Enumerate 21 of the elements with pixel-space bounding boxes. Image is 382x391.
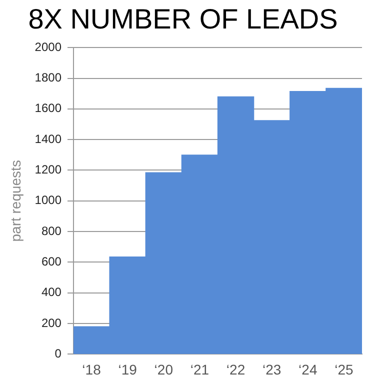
x-tick-label: ‘21 — [190, 361, 210, 378]
y-axis-title: part requests — [7, 160, 24, 242]
y-tick-label: 0 — [54, 346, 62, 361]
y-tick-label: 1000 — [34, 193, 62, 208]
y-tick-label: 400 — [41, 285, 62, 300]
y-tick-label: 1200 — [34, 162, 62, 177]
x-tick-label: ‘20 — [154, 361, 174, 378]
x-tick-label: ‘25 — [334, 361, 354, 378]
x-tick-label: ‘22 — [226, 361, 246, 378]
chart-title: 8X NUMBER OF LEADS — [28, 4, 338, 35]
x-tick-label: ‘24 — [298, 361, 318, 378]
x-tick-label: ‘18 — [82, 361, 102, 378]
y-tick-label: 200 — [41, 316, 62, 330]
x-tick-label: ‘19 — [118, 361, 138, 378]
y-tick-label: 600 — [41, 254, 62, 269]
y-tick-label: 1600 — [34, 101, 62, 116]
y-tick-label: 800 — [41, 224, 62, 238]
y-tick-label: 1400 — [34, 132, 62, 146]
y-tick-label: 2000 — [34, 40, 62, 54]
y-tick-label: 1800 — [34, 70, 62, 85]
x-tick-label: ‘23 — [262, 361, 282, 378]
